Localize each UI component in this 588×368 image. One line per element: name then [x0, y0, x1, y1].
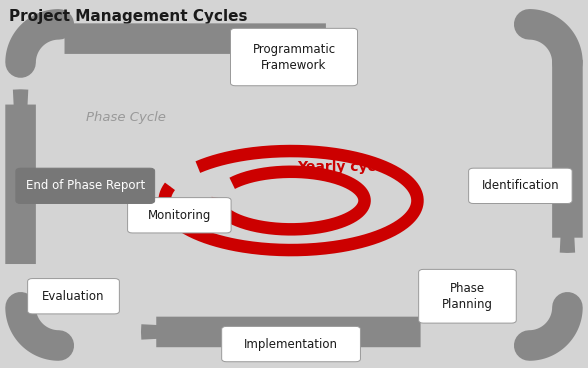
Text: End of Phase Report: End of Phase Report [26, 179, 145, 192]
Text: Monitoring: Monitoring [148, 209, 211, 222]
Text: Evaluation: Evaluation [42, 290, 105, 303]
Text: Programmatic
Framework: Programmatic Framework [252, 43, 336, 71]
FancyBboxPatch shape [28, 279, 119, 314]
FancyBboxPatch shape [230, 28, 358, 86]
Text: Implementation: Implementation [244, 337, 338, 351]
Text: Phase Cycle: Phase Cycle [86, 111, 166, 124]
FancyBboxPatch shape [469, 168, 572, 204]
FancyBboxPatch shape [16, 168, 155, 204]
Text: Phase
Planning: Phase Planning [442, 282, 493, 311]
FancyBboxPatch shape [222, 326, 360, 362]
Text: Project Management Cycles: Project Management Cycles [9, 9, 248, 24]
FancyBboxPatch shape [128, 198, 231, 233]
Text: Identification: Identification [482, 179, 559, 192]
Text: Yearly cycle: Yearly cycle [298, 160, 390, 174]
FancyBboxPatch shape [419, 269, 516, 323]
